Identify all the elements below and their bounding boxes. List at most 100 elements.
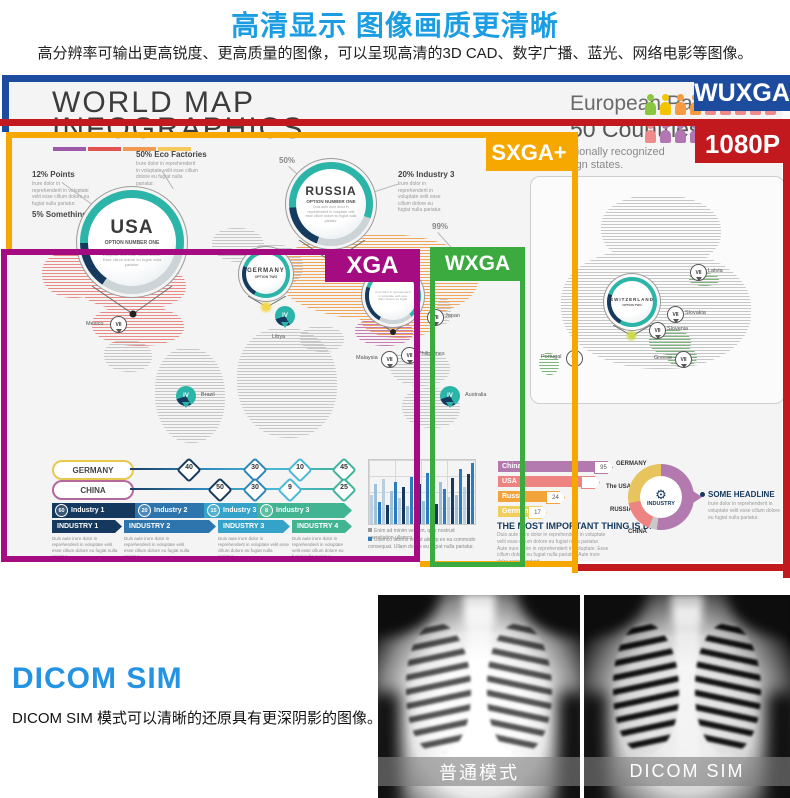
callout-eco: 50% Eco Factories — [136, 150, 207, 159]
donut-pointer — [693, 491, 708, 503]
mini-bar — [398, 498, 402, 524]
slovenia-pin-label: Slovenia — [667, 326, 689, 332]
germany-subtitle: OPTION TWO — [254, 275, 278, 280]
infographic-title-line2: INFOGRAPHICS — [52, 112, 305, 145]
usa-subtitle: OPTION NUMBER ONE — [104, 239, 160, 246]
mini-bar — [370, 495, 374, 524]
slovakia-pin: VII — [667, 306, 684, 323]
wuxga-box — [2, 75, 790, 132]
brazil-pin: IV — [176, 386, 196, 408]
mini-bar-chart — [368, 459, 476, 525]
sxga-box — [6, 132, 578, 573]
person-icon — [645, 94, 656, 115]
usa-pin-tail — [91, 286, 173, 318]
xray-label-dicom: DICOM SIM — [584, 757, 790, 786]
mini-bar — [450, 477, 454, 524]
industry-arrow-bar: 60 Industry 1 20 Industry 2 15 Industry 3 8… — [52, 503, 352, 518]
germany-marker: GERMANY OPTION TWO — [242, 250, 290, 298]
mini-bar — [470, 462, 474, 524]
mexico-pin: VII — [110, 316, 127, 333]
centralasia-pin-tail — [370, 318, 416, 335]
donut-center-label: INDUSTRY — [647, 500, 675, 507]
xray-spine — [466, 607, 492, 782]
mini-bar — [394, 481, 398, 524]
xray-spine — [674, 607, 700, 782]
country-bar-russia-value: 24 — [546, 491, 565, 504]
wxga-box — [430, 247, 525, 567]
switzerland-title: SWITZERLAND — [610, 297, 654, 302]
mini-bar — [410, 476, 414, 524]
switzerland-marker: SWITZERLAND OPTION TWO — [607, 277, 657, 327]
callout-ninetynine: 99% — [432, 222, 449, 231]
mini-bar — [406, 506, 410, 524]
donut-label-china: CHINA — [628, 529, 647, 535]
greece-pin: VII — [675, 351, 692, 368]
chart-legend-2: Ullamco laboris nisi ut aliquip ex ea co… — [368, 537, 476, 550]
usa-marker: USA OPTION NUMBER ONE Irure dolor in rep… — [80, 190, 184, 294]
portugal-pin-label: Portugal — [541, 354, 562, 360]
callout-industry3: 20% Industry 3 — [398, 170, 455, 179]
some-headline-body: Irure dolor in reprehenderit in voluptat… — [708, 501, 780, 521]
libya-pin: IV — [275, 306, 295, 328]
australia-pin: IV — [440, 386, 460, 408]
mini-bar — [454, 494, 458, 524]
malaysia-pin-label: Malaysia — [356, 355, 378, 361]
infographic-title-line1: WORLD MAP — [52, 86, 256, 119]
person-icon — [660, 94, 671, 115]
map-region-se-asia — [390, 350, 450, 386]
russia-title: RUSSIA — [305, 184, 357, 199]
country-bar-usa: USA — [498, 476, 585, 487]
some-headline-title: SOME HEADLINE — [708, 490, 775, 499]
p1080-tab: 1080P — [695, 126, 790, 163]
map-region-arabia — [300, 326, 344, 352]
xray-image-dicom: DICOM SIM — [584, 595, 790, 798]
xray-lung-left — [406, 623, 471, 754]
most-important-title: THE MOST IMPORTANT THING IS DATA. — [497, 521, 669, 531]
greece-pin-label: Greece — [654, 355, 673, 361]
mini-bar — [426, 472, 430, 524]
title-color-bars — [53, 147, 191, 151]
mini-bar — [382, 479, 386, 524]
germany-title: GERMANY — [247, 268, 285, 275]
mini-bar — [438, 481, 442, 524]
mexico-pin-label: Mexico — [86, 321, 104, 327]
dicom-description: DICOM SIM 模式可以清晰的还原具有更深阴影的图像。 — [12, 710, 382, 727]
gear-icon: ⚙ — [655, 486, 667, 502]
latvia-pin-label: Latvia — [708, 268, 723, 274]
donut-label-germany: GERMANY — [616, 461, 647, 467]
libya-pin-label: Libya — [272, 334, 286, 340]
mini-bar — [386, 504, 390, 524]
map-region-mexico — [104, 340, 152, 372]
japan-pin-label: Japan — [445, 313, 460, 319]
country-bar-china: China — [498, 461, 598, 472]
donut-label-usa: The USA — [606, 484, 632, 490]
timeline-china-pill: CHINA — [52, 480, 134, 500]
p1080-box-bottom — [572, 564, 784, 571]
mini-bar — [402, 486, 406, 524]
germany-glow-dot — [259, 300, 273, 314]
xga-tab: XGA — [325, 249, 420, 282]
slovenia-pin: VII — [649, 322, 666, 339]
switzerland-subtitle: OPTION TWO — [622, 303, 642, 307]
europe-header-line1: European Part — [570, 92, 706, 115]
timeline-germany-line — [130, 468, 342, 470]
page-title: 高清显示 图像画质更清晰 — [231, 10, 559, 41]
country-bar-germany: Germany — [498, 506, 532, 517]
xray-lung-right — [695, 623, 762, 754]
sxga-tab: SXGA+ — [486, 134, 572, 171]
p1080-box — [0, 119, 790, 578]
person-icon — [675, 94, 686, 115]
switzerland-glow-dot — [625, 329, 638, 342]
country-bar-germany-value: 17 — [528, 506, 547, 519]
xray-lung-left — [612, 623, 679, 754]
mini-bar — [446, 497, 450, 524]
timeline-china-line — [130, 488, 342, 490]
mini-bar — [466, 474, 470, 524]
mini-bar — [434, 503, 438, 524]
usa-title: USA — [110, 216, 154, 238]
mini-bar — [374, 484, 378, 524]
russia-body: Duis aute irure dolor in reprehenderit i… — [305, 205, 357, 224]
timeline-germany-pill: GERMANY — [52, 460, 134, 480]
centralasia-body: Irure dolor in reprehenderit in voluptat… — [375, 289, 411, 302]
